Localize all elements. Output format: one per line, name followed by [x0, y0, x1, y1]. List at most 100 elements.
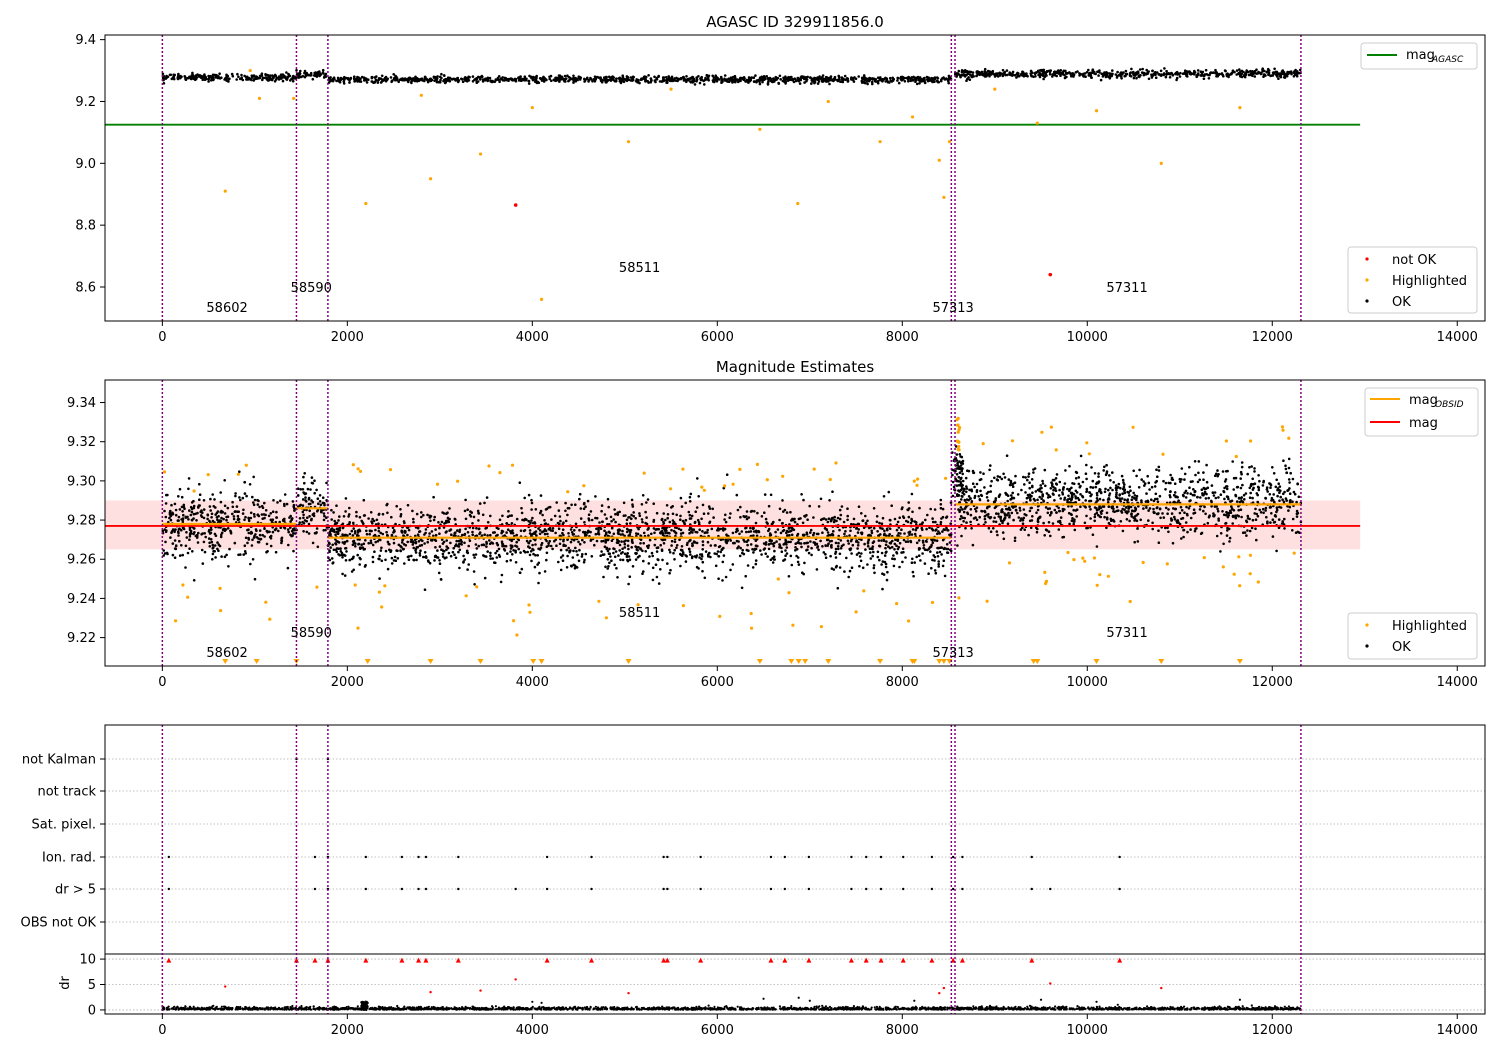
- ok-point: [1057, 506, 1060, 510]
- ok-point: [479, 76, 483, 79]
- ok-point: [1277, 482, 1280, 486]
- ok-point: [331, 562, 335, 565]
- ok-point: [1051, 73, 1055, 76]
- ok-point: [425, 77, 428, 81]
- ok-point: [771, 561, 775, 564]
- ok-point: [208, 528, 211, 532]
- ok-point: [994, 73, 997, 77]
- ok-point: [463, 533, 466, 537]
- ok-point: [395, 504, 399, 508]
- ok-point: [734, 78, 737, 81]
- ok-point: [725, 78, 729, 81]
- ok-point: [187, 477, 191, 480]
- ok-point: [1279, 72, 1283, 75]
- ok-point: [192, 527, 196, 530]
- ok-point: [505, 531, 508, 534]
- ok-point: [263, 516, 266, 520]
- ok-point: [551, 527, 555, 530]
- ok-point: [228, 547, 231, 551]
- ok-point: [872, 550, 875, 554]
- ok-point: [503, 549, 507, 552]
- ok-point: [227, 80, 230, 83]
- ok-point: [809, 531, 812, 534]
- ok-point: [660, 548, 664, 551]
- y-tick-label: 8.6: [75, 280, 96, 295]
- ok-point: [601, 520, 604, 524]
- ok-point: [799, 77, 802, 80]
- ok-point: [762, 548, 766, 551]
- ok-point: [177, 534, 180, 537]
- ok-point: [594, 495, 597, 498]
- ok-point: [897, 81, 901, 85]
- ok-point: [679, 76, 683, 80]
- ok-point: [733, 541, 736, 545]
- ok-point: [489, 551, 492, 555]
- ok-point: [873, 571, 876, 575]
- ok-point: [921, 541, 925, 544]
- ok-point: [796, 76, 800, 80]
- ok-point: [578, 492, 582, 496]
- ok-point: [161, 72, 165, 76]
- ok-point: [846, 507, 849, 511]
- ok-point: [688, 513, 692, 517]
- ok-point: [223, 527, 226, 531]
- ok-point: [565, 566, 569, 569]
- ok-point: [220, 76, 223, 79]
- ok-point: [614, 550, 618, 553]
- ok-point: [173, 539, 177, 542]
- ok-point: [566, 513, 569, 517]
- ok-point: [693, 520, 697, 524]
- ok-point: [890, 545, 894, 549]
- ok-point: [967, 71, 970, 74]
- ok-point: [475, 526, 478, 530]
- ok-point: [197, 531, 200, 535]
- ok-point: [377, 526, 381, 530]
- ok-point: [510, 539, 513, 543]
- highlighted-point: [796, 201, 800, 206]
- ok-point: [434, 554, 437, 558]
- ok-point: [902, 538, 906, 542]
- ok-point: [694, 530, 697, 534]
- ok-point: [933, 569, 937, 572]
- ok-point: [679, 518, 682, 521]
- ok-point: [420, 543, 424, 547]
- ok-point: [871, 541, 875, 545]
- ok-point: [445, 539, 449, 542]
- ok-point: [604, 565, 607, 569]
- ok-point: [247, 519, 251, 523]
- ok-point: [394, 74, 397, 78]
- ok-point: [244, 515, 247, 519]
- ok-point: [1023, 528, 1026, 531]
- ok-point: [363, 79, 366, 82]
- ok-point: [676, 79, 679, 83]
- ok-point: [467, 79, 470, 82]
- ok-point: [186, 551, 190, 555]
- ok-point: [767, 543, 771, 546]
- ok-point: [873, 79, 877, 83]
- ok-point: [849, 529, 852, 533]
- ok-point: [423, 551, 427, 554]
- ok-point: [488, 539, 491, 542]
- ok-point: [241, 512, 245, 515]
- ok-point: [864, 514, 867, 518]
- ok-point: [863, 81, 867, 85]
- ok-point: [886, 570, 889, 574]
- ok-point: [529, 539, 532, 543]
- ok-point: [735, 493, 739, 497]
- ok-point: [625, 518, 629, 522]
- ok-point: [599, 76, 602, 79]
- ok-point: [689, 492, 693, 496]
- ok-point: [711, 74, 714, 78]
- ok-point: [455, 539, 459, 543]
- ok-point: [1028, 481, 1031, 485]
- ok-point: [466, 568, 469, 571]
- ok-point: [745, 530, 748, 534]
- panel1-line-legend: mag AGASC: [1360, 42, 1478, 70]
- ok-point: [418, 551, 422, 555]
- ok-point: [322, 72, 325, 75]
- ok-point: [307, 532, 311, 535]
- ok-point: [720, 81, 723, 84]
- ok-point: [602, 539, 605, 543]
- ok-point: [856, 547, 859, 550]
- ok-point: [957, 69, 961, 73]
